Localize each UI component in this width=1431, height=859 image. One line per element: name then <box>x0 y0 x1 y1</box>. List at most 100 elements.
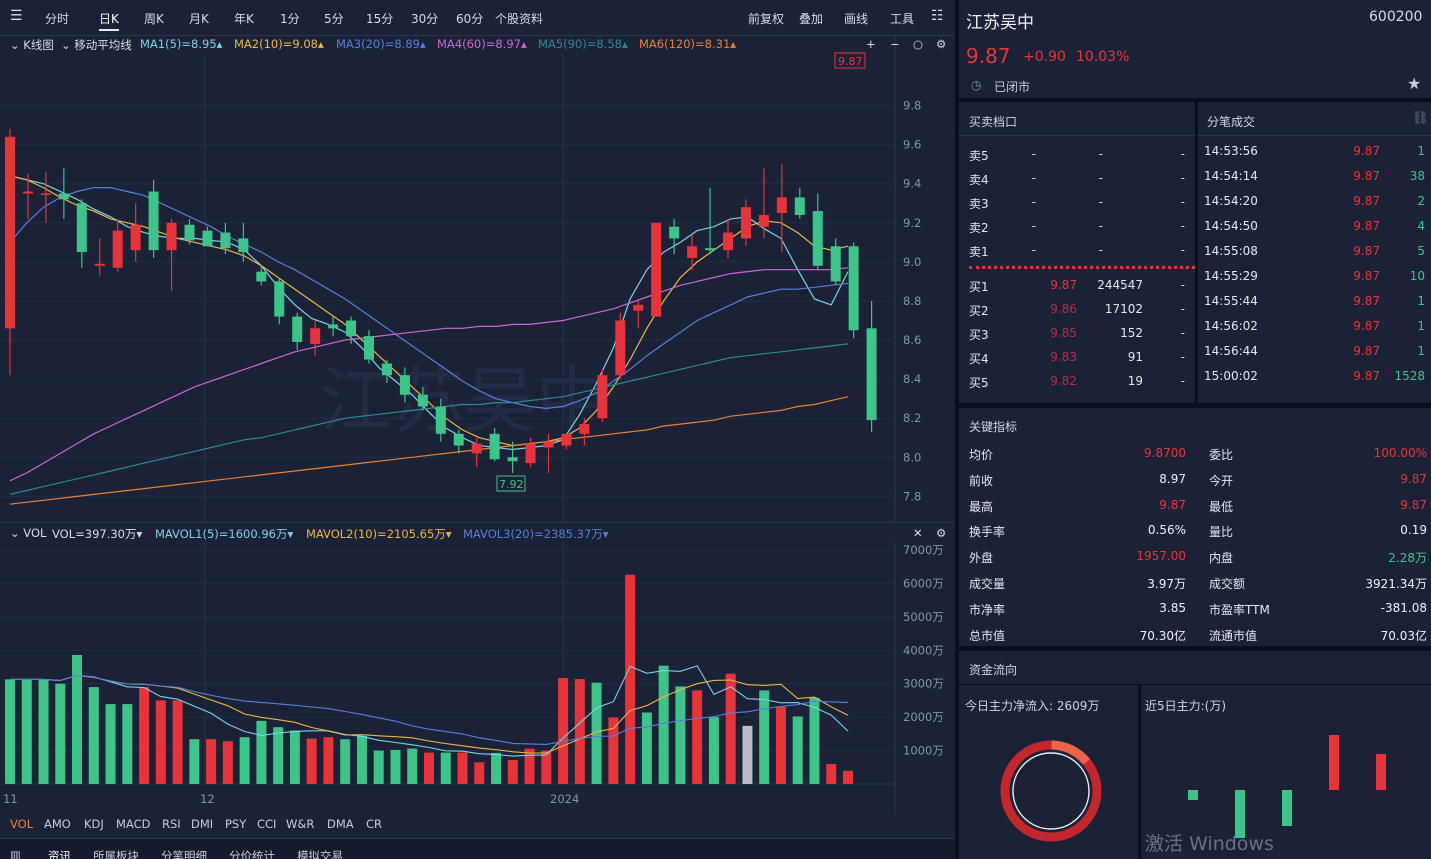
footer-tab[interactable]: 分笔明细 <box>161 849 207 859</box>
indicator-tab[interactable]: DMA <box>327 817 354 831</box>
indicator-tab[interactable]: AMO <box>44 817 71 831</box>
period-tab[interactable]: 年K <box>234 12 254 26</box>
indicator-tab[interactable]: CCI <box>257 817 277 831</box>
footer-tab[interactable]: 模拟交易 <box>297 849 343 859</box>
volume-bar <box>558 678 569 784</box>
volume-chart[interactable]: 7000万 6000万 5000万 4000万 3000万 2000万 1000万 11 12… <box>0 542 955 814</box>
tools-button[interactable]: 工具 <box>890 12 915 26</box>
tick-price: 9.87 <box>1353 319 1380 333</box>
period-tab[interactable]: 60分 <box>456 12 484 26</box>
candle <box>705 187 716 255</box>
volume-bar <box>256 720 267 784</box>
mavol-value: MAVOL1(5)=1600.96万▾ <box>155 527 294 541</box>
volume-bar <box>574 679 585 784</box>
gear-icon[interactable]: ⚙ <box>936 526 947 540</box>
sell-change: - <box>1180 171 1185 185</box>
indicator-tab[interactable]: DMI <box>191 817 214 831</box>
tick-time: 14:54:50 <box>1204 219 1258 233</box>
volume-bar <box>775 706 786 784</box>
sell-level-label: 卖1 <box>969 245 989 259</box>
period-tab[interactable]: 1分 <box>280 12 300 26</box>
vol-value: VOL=397.30万▾ <box>52 527 143 541</box>
volume-tick-label: 4000万 <box>903 643 944 657</box>
candle <box>220 222 231 255</box>
volume-legend: ⌄ VOL VOL=397.30万▾ MAVOL1(5)=1600.96万▾ M… <box>0 522 955 542</box>
indicator-tab-selected[interactable]: VOL <box>10 817 34 831</box>
candle <box>22 173 33 219</box>
panel-toggle-icon[interactable]: ▥ <box>10 848 21 859</box>
chart-type-dropdown[interactable]: ⌄ K线图 <box>10 38 54 52</box>
close-icon[interactable]: ✕ <box>913 526 923 540</box>
buy-level-label: 买1 <box>969 280 989 294</box>
zoom-in-button[interactable]: + <box>866 37 876 51</box>
volume-bar <box>373 750 384 784</box>
vol-dropdown[interactable]: ⌄ VOL <box>10 526 47 540</box>
buy-volume: 19 <box>1127 374 1143 388</box>
stock-info-tab[interactable]: 个股资料 <box>495 12 544 26</box>
footer-tab-selected[interactable]: 资讯 <box>48 849 71 859</box>
draw-button[interactable]: 画线 <box>844 12 869 26</box>
candle <box>130 203 141 262</box>
ma-value: MA5(90)=8.58▴ <box>538 37 628 51</box>
metric-value: 8.97 <box>1159 471 1186 486</box>
zoom-out-button[interactable]: − <box>890 37 900 51</box>
candle <box>687 234 698 270</box>
buy-level-label: 买3 <box>969 328 989 342</box>
list-icon[interactable]: ☷ <box>931 8 944 24</box>
footer-tab[interactable]: 所属板块 <box>93 849 139 859</box>
os-activation-watermark: 激活 Windows <box>1145 833 1274 855</box>
period-tab[interactable]: 15分 <box>366 12 394 26</box>
link-icon[interactable]: ⛓ <box>1412 111 1429 126</box>
adjust-button[interactable]: 前复权 <box>748 12 785 26</box>
footer-tab[interactable]: 分价统计 <box>229 849 275 859</box>
overlay-button[interactable]: 叠加 <box>799 12 824 26</box>
candle <box>238 222 249 262</box>
ma-line-ma6 <box>9 396 849 505</box>
menu-icon[interactable]: ☰ <box>10 8 23 24</box>
buy-volume: 91 <box>1127 350 1143 364</box>
candle <box>328 316 339 337</box>
star-icon[interactable]: ★ <box>1407 74 1422 93</box>
candle <box>794 187 805 219</box>
footer-tabs: ▥ 资讯 所属板块 分笔明细 分价统计 模拟交易 <box>0 838 955 859</box>
indicator-tab[interactable]: W&R <box>286 817 315 831</box>
ticks-panel: 分笔成交 ⛓ 14:53:56 9.87 1 14:54:14 9.87 38 14:54:… <box>1198 102 1431 403</box>
period-tab-selected[interactable]: 日K <box>99 10 119 31</box>
period-tab[interactable]: 月K <box>189 12 209 26</box>
sell-level-label: 卖3 <box>969 197 989 211</box>
buy-price: 9.86 <box>1050 302 1077 316</box>
volume-bar <box>206 739 217 784</box>
indicator-tab[interactable]: PSY <box>225 817 247 831</box>
sell-change: - <box>1180 219 1185 233</box>
price-tick-label: 8.2 <box>903 411 921 425</box>
kline-chart[interactable]: 江苏吴中 9.8 9.6 9.4 9.2 9.0 8.8 8.6 8.4 8.2 8.0 7.8 9… <box>0 36 955 522</box>
buy-price: 9.83 <box>1050 350 1077 364</box>
indicator-tab[interactable]: RSI <box>162 817 181 831</box>
mavol-line-5 <box>10 665 849 757</box>
period-tab[interactable]: 分时 <box>45 12 70 26</box>
metric-label: 市盈率TTM <box>1209 602 1270 617</box>
gear-icon[interactable]: ⚙ <box>936 37 947 51</box>
indicator-dropdown[interactable]: ⌄ 移动平均线 <box>61 38 132 52</box>
indicator-tab[interactable]: CR <box>366 817 383 831</box>
candle <box>579 418 590 446</box>
candle <box>669 218 680 255</box>
volume-bar <box>708 717 719 784</box>
indicator-tab[interactable]: KDJ <box>84 817 104 831</box>
price-tick-label: 8.6 <box>903 333 921 347</box>
buy-price: 9.87 <box>1050 278 1077 292</box>
stock-name: 江苏吴中 <box>966 13 1034 33</box>
metric-label: 量比 <box>1209 525 1234 540</box>
period-tab[interactable]: 周K <box>144 12 164 26</box>
indicator-tab[interactable]: MACD <box>116 817 151 831</box>
period-tab[interactable]: 30分 <box>411 12 439 26</box>
tick-volume: 2 <box>1417 194 1425 208</box>
period-tab[interactable]: 5分 <box>324 12 344 26</box>
metric-value: 0.19 <box>1400 523 1427 538</box>
refresh-icon[interactable]: ○ <box>913 37 924 51</box>
candle <box>274 277 285 325</box>
volume-tick-label: 7000万 <box>903 543 944 557</box>
tick-time: 14:54:14 <box>1204 169 1258 183</box>
candle <box>256 265 267 286</box>
sell-price: - <box>1031 219 1036 233</box>
